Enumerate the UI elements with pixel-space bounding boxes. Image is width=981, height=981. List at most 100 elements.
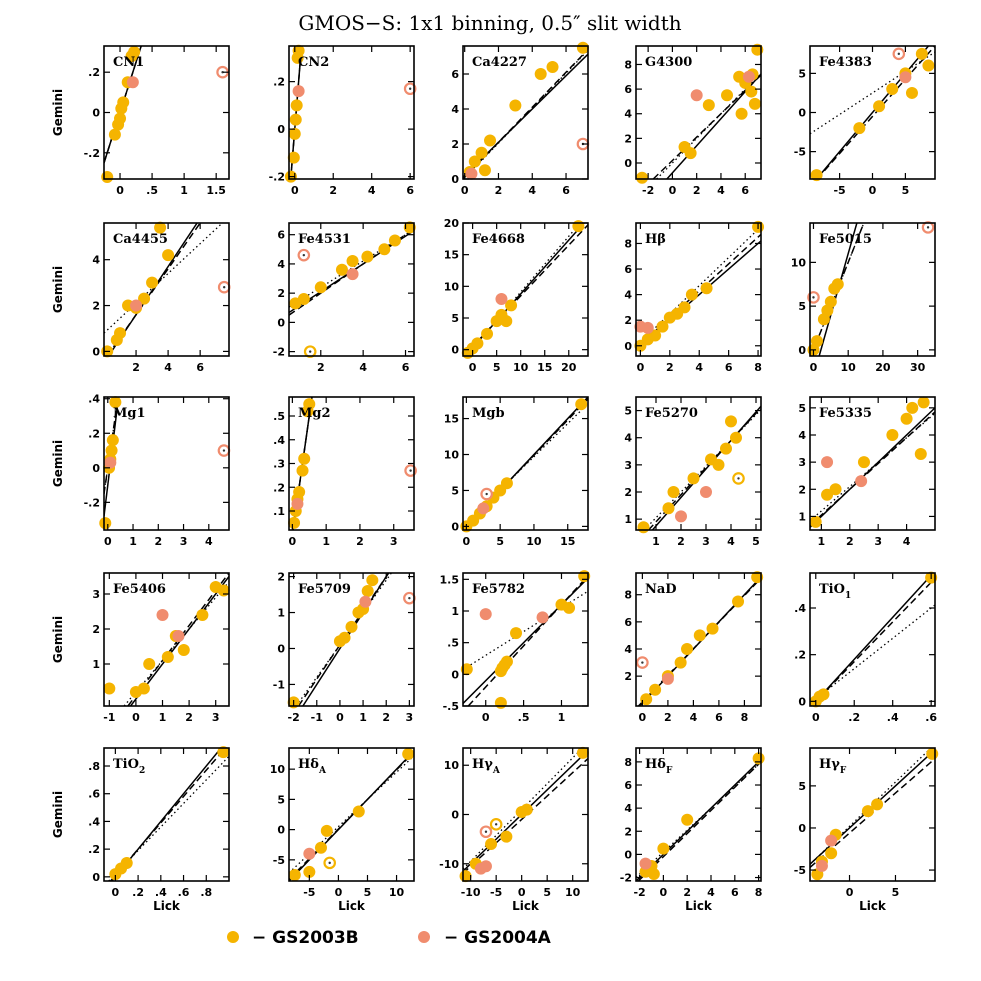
panel-frame <box>462 222 589 357</box>
x-tick-label: 2 <box>666 361 674 374</box>
y-tick-label: -5 <box>794 864 806 877</box>
data-point-gs2003b <box>886 83 899 96</box>
x-tick-label: 5 <box>496 535 504 548</box>
y-tick-label: -10 <box>439 858 459 871</box>
x-tick-label: 2 <box>185 711 193 724</box>
data-point-gs2003b <box>914 448 927 460</box>
data-point-gs2003b <box>725 415 737 428</box>
x-tick-label: 1 <box>180 184 188 197</box>
fit-line-dashed <box>810 577 935 706</box>
fit-line-dotted <box>463 748 583 870</box>
x-tick-label: .6 <box>178 886 190 899</box>
panel-frame <box>288 222 415 357</box>
y-tick-label: 1 <box>624 513 632 526</box>
x-tick-label: -10 <box>461 886 481 899</box>
x-tick-label: 2 <box>329 184 337 197</box>
data-point-gs2003b <box>667 486 680 498</box>
data-point-center-dot <box>485 492 488 496</box>
fit-line-dashed <box>816 46 935 179</box>
x-tick-label: 1 <box>322 535 330 548</box>
x-axis-label: Lick <box>512 899 540 913</box>
fit-line-dotted <box>656 72 761 179</box>
x-tick-label: -5 <box>833 184 845 197</box>
y-tick-label: 0 <box>451 668 459 681</box>
x-tick-label: 10 <box>513 361 529 374</box>
x-axis-label: Lick <box>338 899 366 913</box>
data-point-gs2003b <box>378 243 391 256</box>
x-tick-label: 4 <box>359 361 367 374</box>
x-tick-label: 2 <box>382 711 390 724</box>
data-point-gs2003b <box>572 220 585 233</box>
y-tick-label: 5 <box>798 780 806 793</box>
fit-line-dashed <box>637 761 761 881</box>
data-point-gs2003b <box>288 516 301 529</box>
data-point-gs2003b <box>128 46 141 59</box>
x-tick-label: -5 <box>490 886 502 899</box>
x-tick-label: 6 <box>741 184 749 197</box>
y-tick-label: 1 <box>277 607 285 620</box>
data-point-gs2003b <box>509 99 522 112</box>
x-tick-label: 0 <box>869 184 877 197</box>
data-point-gs2003b <box>289 113 302 126</box>
x-tick-label: 2 <box>677 535 685 548</box>
y-tick-label: 8 <box>624 589 632 602</box>
panel-hdeltaa: -5 0 5 10 -5 0 5 10 HδA Lick <box>270 747 415 913</box>
panel-frame <box>462 45 589 180</box>
x-tick-label: -5 <box>303 886 315 899</box>
data-point-gs2003b <box>478 164 491 177</box>
y-tick-label: 0 <box>277 316 285 329</box>
data-point-center-dot <box>302 253 306 257</box>
panel-label-subscript: F <box>840 766 847 776</box>
panel-hgammaa: -10 -5 0 5 10 -10 0 10 HγA Lick <box>439 746 589 913</box>
x-tick-label: 4 <box>717 184 725 197</box>
data-point-gs2003b <box>288 127 301 140</box>
panel-fe4383: -5 0 5 -5 0 5 Fe4383 <box>794 45 936 197</box>
data-point-gs2003b <box>886 429 899 441</box>
data-point-gs2003b <box>485 838 498 851</box>
y-tick-label: .6 <box>88 788 100 801</box>
y-tick-label: 6 <box>624 616 632 629</box>
y-tick-label: 8 <box>624 237 632 250</box>
y-tick-label: 6 <box>451 68 459 81</box>
fit-line-dashed <box>110 748 226 881</box>
data-point-gs2004a <box>126 76 139 89</box>
data-point-gs2003b <box>853 122 866 135</box>
x-tick-label: 0 <box>336 711 344 724</box>
y-tick-label: 2 <box>624 825 632 838</box>
data-point-gs2003b <box>662 502 675 515</box>
fit-line-dashed <box>463 224 588 356</box>
y-tick-label: 2 <box>92 623 100 636</box>
data-point-gs2003b <box>388 234 401 247</box>
x-tick-label: 4 <box>695 361 703 374</box>
panel-tio2: 0 .2 .4 .6 .8 0 .2 .4 .6 .8 TiO2 Gemini Lick <box>51 746 230 913</box>
x-tick-label: 6 <box>715 711 723 724</box>
panel-label: HγA <box>472 757 501 776</box>
panel-label: Mg2 <box>298 406 331 421</box>
y-tick-label: 8 <box>624 58 632 71</box>
panel-frame <box>103 572 230 707</box>
data-point-gs2003b <box>647 868 660 881</box>
panel-label-subscript: F <box>666 766 673 776</box>
data-point-center-dot <box>222 286 226 289</box>
data-point-gs2003b <box>352 805 365 818</box>
y-tick-label: 4 <box>798 429 806 442</box>
panel-hgammaf: 0 5 -5 0 5 HγF Lick <box>794 747 939 913</box>
x-tick-label: 0 <box>461 184 469 197</box>
data-point-gs2003b <box>810 335 823 348</box>
panel-label: Fe5015 <box>819 232 872 247</box>
data-point-gs2004a <box>477 502 490 515</box>
panel-g4300: -2 0 2 4 6 0 2 4 6 8 G4300 <box>624 43 764 197</box>
y-tick-label: 0 <box>798 107 806 120</box>
y-tick-label: 0 <box>798 344 806 357</box>
data-point-gs2003b <box>685 288 698 301</box>
fit-line-dashed <box>636 233 761 350</box>
x-tick-label: 30 <box>910 361 926 374</box>
x-tick-label: 5 <box>752 535 760 548</box>
data-point-gs2003b <box>674 656 687 669</box>
y-tick-label: 3 <box>92 588 100 601</box>
x-tick-label: 0 <box>812 711 820 724</box>
chart-title: GMOS−S: 1x1 binning, 0.5″ slit width <box>298 11 681 35</box>
data-point-gs2003b <box>346 255 359 267</box>
fit-line-dotted <box>636 761 761 878</box>
